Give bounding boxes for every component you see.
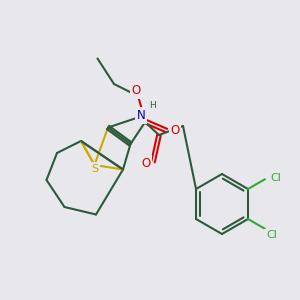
Text: Cl: Cl xyxy=(266,230,277,240)
Text: O: O xyxy=(132,84,141,97)
Text: H: H xyxy=(149,101,155,110)
Text: S: S xyxy=(91,164,98,174)
Text: O: O xyxy=(170,124,179,137)
Text: N: N xyxy=(136,109,146,122)
Text: O: O xyxy=(141,157,150,170)
Text: Cl: Cl xyxy=(270,173,281,183)
